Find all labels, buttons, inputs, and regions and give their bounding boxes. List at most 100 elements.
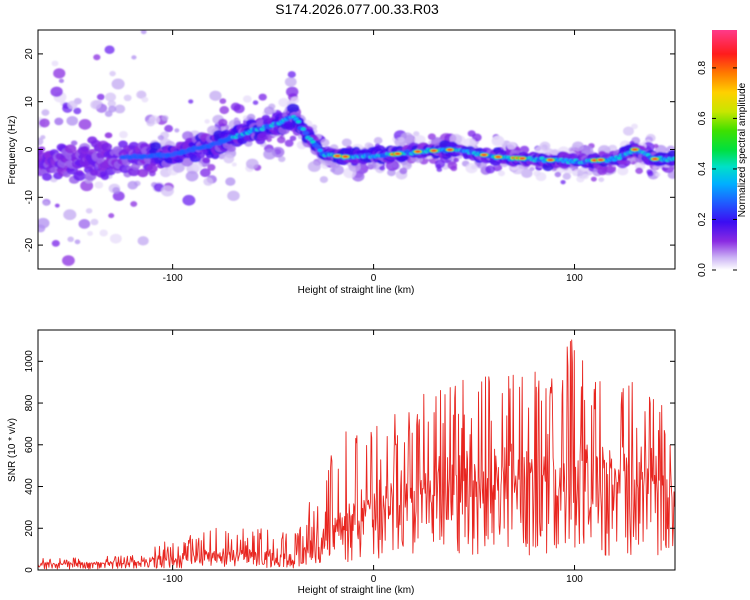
spectrogram-noise-blob [284,76,297,87]
spectrogram-noise-blob [160,185,174,197]
y-tick-label: 0 [24,567,35,573]
spectrogram-core-blob [672,156,675,160]
colorbar-label: Normalized spectral amplitude [737,82,748,217]
colorbar-tick-label: 0.2 [697,212,708,226]
spectrogram-band-blob [257,132,268,141]
spectrogram-noise-blob [266,137,272,142]
spectrogram-noise-blob [112,187,121,194]
spectrogram-noise-blob [54,117,64,126]
y-tick-label: 0 [24,146,35,152]
spectrogram-noise-blob [174,128,180,133]
spectrogram-noise-blob [622,126,634,136]
spectrogram-noise-blob [284,139,294,147]
spectrogram-band-blob [73,171,86,181]
spectrogram-noise-blob [391,162,399,168]
spectrogram-noise-blob [341,138,352,147]
spectrogram-hot-spot [334,154,341,157]
spectrogram-band-blob [146,164,158,173]
spectrogram-noise-blob [40,135,46,140]
spectrogram-noise-blob [263,148,276,160]
spectrogram-band-blob [149,141,162,151]
spectrogram-noise-blob [246,113,256,121]
spectrogram-noise-blob [85,208,93,214]
spectrogram-noise-blob [109,233,122,244]
spectrogram-noise-blob [554,171,562,178]
spectrogram-noise-blob [225,177,236,186]
spectrogram-noise-blob [199,168,211,178]
spectrogram-noise-blob [373,136,383,145]
spectrogram-noise-blob [219,98,227,104]
spectrogram-noise-blob [62,255,75,266]
spectrogram-band-blob [42,173,53,181]
x-tick-label: 100 [566,273,583,284]
spectrogram-noise-blob [157,135,164,141]
spectrogram-noise-blob [43,200,49,206]
spectrogram-noise-blob [582,173,589,180]
spectrogram-image [38,30,675,266]
spectrogram-hot-spot [547,159,554,162]
spectrogram-noise-blob [67,236,74,242]
spectrogram-noise-blob [521,168,533,179]
spectrogram-noise-blob [104,45,115,54]
spectrogram-noise-blob [188,99,194,104]
colorbar-tick-label: 0.6 [697,111,708,125]
snr-series-line [38,339,675,570]
colorbar-tick-label: 0.4 [697,162,708,176]
spectrogram-hot-spot [431,149,437,152]
spectrogram-noise-blob [307,161,321,172]
spectrogram-noise-blob [560,179,566,185]
snr-panel: -100 0 100 0 200 400 600 800 1000 Height of str… [7,329,676,596]
spectrogram-noise-blob [41,109,50,116]
spectrogram-band-blob [196,151,206,159]
spectrogram-noise-blob [146,119,155,127]
spectrogram-noise-blob [572,141,584,152]
spectrogram-noise-blob [51,239,60,247]
spectrogram-noise-blob [535,172,547,182]
spectrogram-noise-blob [414,134,426,145]
spectrogram-noise-blob [137,90,147,99]
spectrogram-noise-blob [227,190,240,202]
spectrogram-noise-blob [99,229,108,237]
x-tick-label: -100 [163,574,183,585]
x-tick-label: -100 [163,273,183,284]
spectrogram-noise-blob [436,167,443,172]
y-tick-label: 10 [24,96,35,108]
spectrogram-noise-blob [63,209,77,221]
spectrogram-noise-blob [252,100,259,105]
spectrogram-noise-blob [285,86,299,97]
spectrogram-band-blob [286,103,300,114]
spectrogram-noise-blob [653,143,659,149]
snr-x-ticks: -100 0 100 [163,330,583,585]
spectrogram-noise-blob [51,60,59,67]
spectrogram-core-blob [302,130,310,136]
colorbar-ticks: 0.0 0.2 0.4 0.6 0.8 [697,61,737,277]
spectrogram-noise-blob [287,71,296,78]
spectrogram-noise-blob [119,130,128,139]
spectrogram-band-blob [137,168,149,178]
spectrogram-noise-blob [131,55,137,60]
spectrogram-noise-blob [652,165,658,170]
spectrogram-noise-blob [320,138,330,147]
spectrogram-noise-blob [331,164,344,176]
spectrogram-core-blob [317,148,323,152]
spectrogram-noise-blob [141,96,149,103]
spectrogram-noise-blob [379,165,386,171]
spectrogram-noise-blob [219,106,230,115]
spectrogram-band-blob [100,173,110,180]
spectrogram-noise-blob [497,170,505,177]
snr-x-axis-label: Height of straight line (km) [298,585,415,596]
spectrogram-noise-blob [465,162,478,174]
colorbar-gradient [712,30,737,270]
spectrogram-noise-blob [192,162,203,171]
y-tick-label: 200 [24,519,35,536]
x-tick-label: 0 [371,273,377,284]
spectrogram-noise-blob [453,157,460,163]
spectrogram-noise-blob [111,78,125,90]
y-tick-label: -20 [24,237,35,252]
spectrogram-noise-blob [617,166,629,176]
spectrogram-noise-blob [182,194,196,206]
spectrogram-x-axis-label: Height of straight line (km) [298,285,415,296]
spectrogram-noise-blob [598,177,605,183]
